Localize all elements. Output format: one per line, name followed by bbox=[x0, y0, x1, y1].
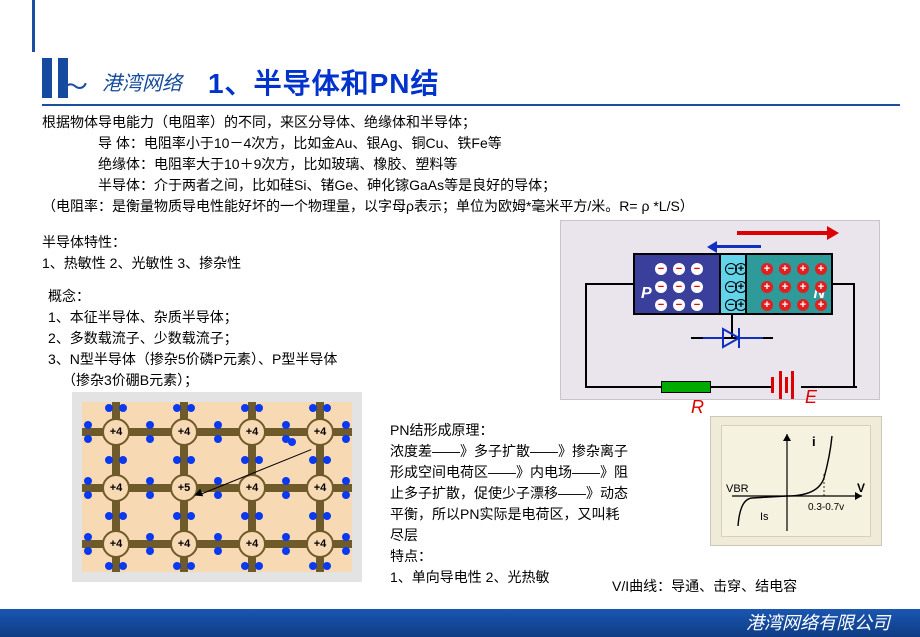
iv-vbr-label: VBR bbox=[726, 483, 749, 495]
intro-semiconductor: 半导体：介于两者之间，比如硅Si、锗Ge、砷化镓GaAs等是良好的导体； bbox=[42, 175, 892, 196]
lattice-atom: +4 bbox=[102, 474, 130, 502]
iv-is-label: Is bbox=[760, 511, 769, 523]
title-underline bbox=[42, 104, 900, 106]
lattice-atom: +4 bbox=[306, 418, 334, 446]
properties-heading: 半导体特性： bbox=[42, 232, 241, 253]
lattice-canvas: +4 +4 +4 +4 +4 +5 +4 +4 +4 +4 +4 +4 bbox=[82, 402, 352, 572]
figure-pn-circuit: P N −−−−−−−−−−−−+++++++++++++++ R E bbox=[560, 220, 880, 400]
slide: ～ 港湾网络 1、半导体和PN结 根据物体导电能力（电阻率）的不同，来区分导体、… bbox=[0, 0, 920, 637]
intro-insulator: 绝缘体：电阻率大于10＋9次方，比如玻璃、橡胶、塑料等 bbox=[42, 154, 892, 175]
properties-list: 1、热敏性 2、光敏性 3、掺杂性 bbox=[42, 253, 241, 274]
diode-symbol-icon bbox=[703, 325, 763, 351]
pn-features-list: 1、单向导电性 2、光热敏 bbox=[390, 567, 630, 588]
figure-lattice: +4 +4 +4 +4 +4 +5 +4 +4 +4 +4 +4 +4 bbox=[72, 392, 362, 582]
pn-formation-block: PN结形成原理： 浓度差——》多子扩散——》掺杂离子形成空间电荷区——》内电场—… bbox=[390, 420, 630, 588]
intro-rho: （电阻率：是衡量物质导电性能好坏的一个物理量，以字母ρ表示；单位为欧姆*毫米平方… bbox=[42, 196, 892, 217]
intro-block: 根据物体导电能力（电阻率）的不同，来区分导体、绝缘体和半导体； 导 体：电阻率小… bbox=[42, 112, 892, 217]
lattice-atom: +4 bbox=[238, 418, 266, 446]
battery-icon bbox=[771, 371, 801, 399]
concepts-l1: 1、本征半导体、杂质半导体； bbox=[48, 307, 428, 328]
lattice-atom: +4 bbox=[170, 418, 198, 446]
logo: ～ 港湾网络 bbox=[42, 56, 182, 98]
concepts-l3: 3、N型半导体（掺杂5价磷P元素）、P型半导体 bbox=[48, 349, 428, 370]
intro-conductor: 导 体：电阻率小于10－4次方，比如金Au、银Ag、铜Cu、铁Fe等 bbox=[42, 133, 892, 154]
iv-i-label: i bbox=[812, 434, 816, 449]
iv-svg: i V VBR Is 0.3-0.7v bbox=[722, 426, 872, 538]
lattice-atom: +4 bbox=[238, 530, 266, 558]
pn-features-heading: 特点： bbox=[390, 546, 630, 567]
footer: 港湾网络有限公司 bbox=[0, 609, 920, 637]
slide-title: 1、半导体和PN结 bbox=[208, 62, 439, 102]
iv-caption: V/I曲线：导通、击穿、结电容 bbox=[612, 576, 797, 596]
footer-text: 港湾网络有限公司 bbox=[746, 613, 890, 633]
lattice-atom: +4 bbox=[102, 418, 130, 446]
pn-formation-body: 浓度差——》多子扩散——》掺杂离子形成空间电荷区——》内电场——》阻止多子扩散，… bbox=[390, 441, 630, 546]
lattice-atom: +5 bbox=[170, 474, 198, 502]
lattice-atom: +4 bbox=[306, 474, 334, 502]
concepts-block: 概念： 1、本征半导体、杂质半导体； 2、多数载流子、少数载流子； 3、N型半导… bbox=[48, 286, 428, 391]
concepts-l4: （掺杂3价硼B元素）； bbox=[48, 370, 428, 391]
lattice-atom: +4 bbox=[306, 530, 334, 558]
logo-text: 港湾网络 bbox=[102, 67, 182, 96]
lattice-atom: +4 bbox=[102, 530, 130, 558]
intro-line-1: 根据物体导电能力（电阻率）的不同，来区分导体、绝缘体和半导体； bbox=[42, 112, 892, 133]
pn-formation-heading: PN结形成原理： bbox=[390, 420, 630, 441]
resistor-icon bbox=[661, 381, 711, 393]
resistor-label: R bbox=[691, 397, 704, 418]
lattice-atom: +4 bbox=[170, 530, 198, 558]
properties-block: 半导体特性： 1、热敏性 2、光敏性 3、掺杂性 bbox=[42, 232, 241, 274]
emf-label: E bbox=[805, 387, 817, 408]
iv-fwd-label: 0.3-0.7v bbox=[808, 502, 844, 513]
accent-vline bbox=[32, 0, 35, 52]
lattice-atom: +4 bbox=[238, 474, 266, 502]
logo-swoosh: ～ bbox=[60, 65, 91, 105]
p-label: P bbox=[641, 285, 652, 303]
concepts-l2: 2、多数载流子、少数载流子； bbox=[48, 328, 428, 349]
iv-v-label: V bbox=[857, 481, 865, 495]
pn-junction-box: P N −−−−−−−−−−−−+++++++++++++++ bbox=[633, 253, 833, 315]
concepts-heading: 概念： bbox=[48, 286, 428, 307]
figure-iv-curve: i V VBR Is 0.3-0.7v bbox=[710, 416, 882, 546]
